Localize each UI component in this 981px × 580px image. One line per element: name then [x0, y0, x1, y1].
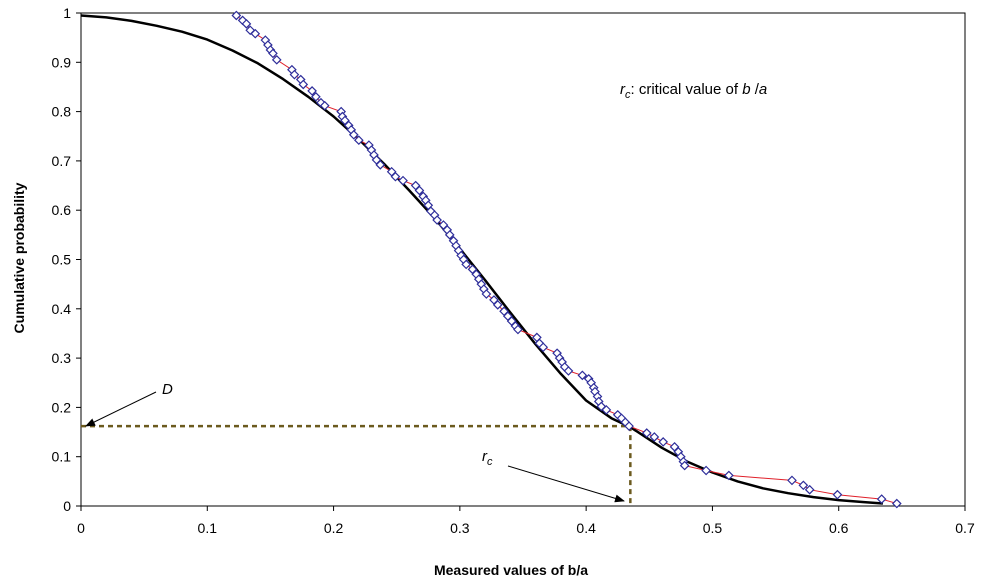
- data-point: [563, 366, 574, 376]
- data-point: [241, 18, 252, 29]
- data-point: [658, 437, 669, 447]
- data-point: [432, 215, 442, 225]
- empirical-data-layer: [235, 15, 897, 504]
- y-tick-label: 1: [63, 5, 71, 21]
- d-arrow: [85, 391, 157, 427]
- data-point: [353, 135, 364, 146]
- y-tick-label: 0.7: [52, 153, 72, 169]
- y-tick-label: 0.8: [52, 104, 72, 120]
- data-point: [492, 300, 503, 310]
- x-tick-labels: 0 0.1 0.2 0.3 0.4 0.5 0.6 0.7: [77, 506, 975, 536]
- x-axis-title: Measured values of b/a: [434, 562, 588, 578]
- data-point: [398, 175, 408, 186]
- data-point: [624, 421, 634, 431]
- d-label: D: [162, 381, 173, 398]
- data-point: [513, 324, 523, 335]
- y-tick-label: 0: [63, 498, 71, 514]
- y-tick-label: 0.4: [52, 301, 72, 317]
- data-point: [375, 159, 386, 170]
- data-point: [307, 86, 317, 96]
- rc-subscript: c: [487, 456, 493, 468]
- note-r: r: [620, 81, 626, 98]
- y-tick-label: 0.5: [52, 252, 72, 268]
- data-point: [348, 129, 359, 140]
- data-point: [319, 100, 330, 111]
- data-point: [891, 498, 902, 509]
- data-point: [231, 10, 242, 21]
- data-point: [481, 289, 492, 299]
- y-tick-label: 0.9: [52, 54, 72, 70]
- data-point: [876, 494, 887, 504]
- data-point: [804, 484, 815, 495]
- data-point: [298, 79, 309, 90]
- fitted-curve-layer: [80, 14, 883, 505]
- data-point: [641, 428, 652, 438]
- data-point: [289, 69, 300, 80]
- x-tick-label: 0.2: [324, 520, 344, 536]
- critical-value-note: rc: critical value of b /a: [620, 81, 767, 101]
- x-tick-label: 0: [77, 520, 85, 536]
- rc-arrow: [507, 465, 625, 503]
- empirical-markers: [231, 10, 902, 509]
- y-tick-label: 0.3: [52, 350, 72, 366]
- y-tick-label: 0.1: [52, 449, 72, 465]
- data-point: [577, 370, 588, 381]
- rc-label: rc: [482, 448, 493, 468]
- x-tick-label: 0.1: [198, 520, 218, 536]
- data-point: [679, 460, 690, 471]
- data-point: [832, 489, 843, 500]
- data-point: [271, 54, 282, 65]
- data-point: [444, 230, 455, 240]
- data-point: [390, 171, 401, 182]
- data-point: [311, 91, 321, 102]
- data-point: [250, 28, 261, 39]
- y-tick-labels: 0 0.1 0.2 0.3 0.4 0.5 0.6 0.7 0.8 0.9 1: [52, 5, 81, 514]
- note-b: b: [742, 81, 750, 98]
- x-tick-label: 0.7: [955, 520, 975, 536]
- axes: [80, 12, 966, 507]
- data-point: [723, 470, 734, 481]
- note-text: : critical value of: [631, 81, 743, 98]
- fitted-distribution-curve: [80, 14, 883, 505]
- data-point: [649, 432, 660, 442]
- note-r-subscript: c: [625, 89, 631, 101]
- data-point: [798, 480, 809, 491]
- note-a: a: [759, 81, 767, 98]
- data-point: [268, 48, 278, 59]
- plot-area-frame: [80, 12, 966, 507]
- critical-value-guides: [81, 424, 632, 506]
- x-tick-label: 0.3: [450, 520, 470, 536]
- y-axis-title: Cumulative probability: [11, 182, 27, 333]
- data-point: [414, 185, 425, 196]
- empirical-connecting-line: [235, 15, 897, 504]
- x-tick-label: 0.6: [829, 520, 849, 536]
- data-point: [461, 259, 472, 270]
- x-tick-label: 0.4: [576, 520, 596, 536]
- rc-r: r: [482, 448, 488, 465]
- data-point: [538, 342, 549, 353]
- y-tick-label: 0.6: [52, 202, 72, 218]
- x-tick-label: 0.5: [703, 520, 723, 536]
- data-point: [601, 405, 612, 415]
- y-tick-label: 0.2: [52, 399, 72, 415]
- data-point: [245, 25, 256, 36]
- data-point: [787, 475, 797, 486]
- data-point: [701, 465, 711, 476]
- note-slash: /: [751, 81, 760, 98]
